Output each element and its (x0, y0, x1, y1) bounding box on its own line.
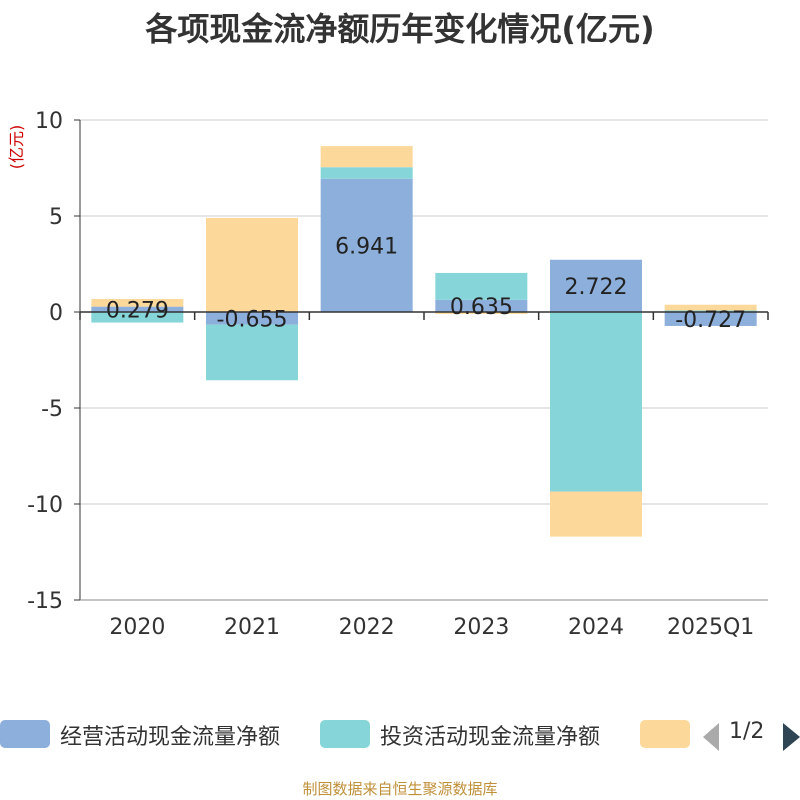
bar-series2-2021 (206, 217, 298, 312)
bar-series2-2023 (435, 312, 528, 314)
x-tick-label: 2023 (453, 615, 509, 640)
chart-title: 各项现金流净额历年变化情况(亿元) (145, 10, 655, 48)
bar-series0-2024 (550, 259, 642, 312)
legend-page-indicator: 1/2 (729, 719, 765, 744)
y-tick-label: 5 (49, 205, 63, 230)
bar-series0-2023 (435, 299, 528, 312)
data-label: -0.727 (675, 308, 746, 333)
bar-series2-2020 (91, 298, 184, 307)
source-footer: 制图数据来自恒生聚源数据库 (302, 780, 498, 798)
legend-prev-page-icon[interactable] (703, 723, 719, 751)
bar-series1-2023 (435, 272, 528, 300)
y-tick-label: -5 (41, 397, 63, 422)
y-tick-label: -10 (27, 493, 63, 518)
bar-series2-2025Q1 (664, 304, 757, 311)
x-tick-label: 2025Q1 (667, 615, 754, 640)
x-tick-label: 2024 (568, 615, 624, 640)
y-tick-label: 10 (35, 109, 63, 134)
x-tick-label: 2022 (339, 615, 395, 640)
legend-label-investing: 投资活动现金流量净额 (380, 725, 601, 750)
x-tick-label: 2020 (109, 615, 165, 640)
legend-label-operating: 经营活动现金流量净额 (60, 725, 281, 750)
x-tick-label: 2021 (224, 615, 280, 640)
bar-series2-2022 (320, 146, 413, 168)
bar-series1-2024 (550, 312, 642, 492)
legend-swatch-investing (320, 720, 370, 748)
stacked-bar-chart: 10 5 0 -5 -10 -15 (亿元) 2020 2021 2022 2023 2024 2025… (7, 109, 769, 640)
bar-series0-2021 (206, 312, 298, 325)
bar-series0-2022 (320, 178, 413, 312)
legend-swatch-operating (0, 720, 50, 748)
data-label: 0.279 (106, 298, 169, 323)
data-label: 6.941 (335, 234, 398, 259)
data-label: -0.655 (217, 307, 288, 332)
y-tick-label: -15 (27, 589, 63, 614)
legend-swatch-financing (640, 720, 690, 748)
y-tick-label: 0 (49, 301, 63, 326)
bar-series1-2021 (206, 324, 298, 381)
legend: 经营活动现金流量净额 投资活动现金流量净额 (0, 716, 800, 752)
data-label: 0.635 (450, 295, 513, 320)
data-label: 2.722 (565, 275, 628, 300)
legend-next-page-icon[interactable] (783, 723, 800, 751)
y-axis-unit-label: (亿元) (7, 125, 26, 170)
bar-series1-2025Q1 (664, 310, 757, 312)
bar-series2-2024 (550, 491, 642, 537)
bar-series1-2022 (320, 167, 413, 179)
bar-series0-2020 (91, 306, 184, 312)
bar-series0-2025Q1 (664, 312, 757, 326)
bar-series1-2020 (91, 312, 184, 323)
